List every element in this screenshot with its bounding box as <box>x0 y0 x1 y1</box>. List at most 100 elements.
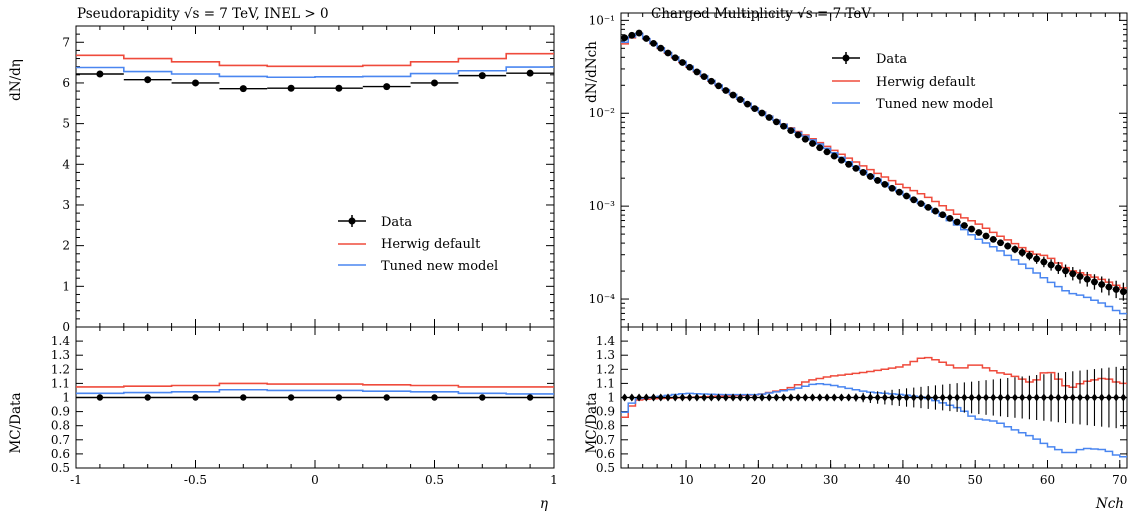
left-ratio-data-point <box>431 394 438 401</box>
right-data-point <box>1026 252 1033 260</box>
right-ratio-data-point <box>824 393 831 402</box>
right-data-point <box>765 114 773 121</box>
right-ratio-data-point <box>1120 393 1127 402</box>
right-data-point <box>664 49 672 57</box>
left-ratio-data-point <box>479 394 486 401</box>
right-data-point <box>809 140 816 147</box>
right-data-point <box>758 109 766 117</box>
right-ratio-data-point <box>975 393 982 402</box>
right-data-point <box>859 169 867 176</box>
left-xlabel: η <box>540 496 548 512</box>
right-ratio-ytick-label: 1.3 <box>596 348 615 362</box>
right-legend-herwig: Herwig default <box>876 75 976 90</box>
right-ratio-data-point <box>1098 393 1105 402</box>
right-ratio-data-point <box>946 393 953 402</box>
right-ratio-data-point <box>715 393 722 402</box>
right-ratio-data-point <box>939 393 946 402</box>
right-ratio-data-point <box>809 393 816 402</box>
right-data-point <box>932 207 939 215</box>
right-ratio-data-point <box>1113 393 1120 402</box>
left-chart: Pseudorapidity √s = 7 TeV, INEL > 0 dN/d… <box>8 6 558 512</box>
right-data-point <box>866 173 874 180</box>
right-ratio-data-point <box>758 393 765 402</box>
left-xtick-label: -1 <box>70 473 82 487</box>
right-ylabel: dN/dNch <box>584 41 600 103</box>
left-xtick-label: 0.5 <box>425 473 444 487</box>
right-ratio-data-point <box>787 393 794 402</box>
left-xtick-label: 1 <box>550 473 558 487</box>
right-xtick-label: 70 <box>1112 473 1127 487</box>
right-ratio-data-point <box>664 393 671 402</box>
left-ratio-ytick-label: 0.5 <box>51 461 70 475</box>
right-ratio-data-point <box>657 393 664 402</box>
right-ratio-data-point <box>679 393 686 402</box>
right-data-point <box>939 211 947 219</box>
right-ratio-ytick-label: 1.4 <box>596 334 615 348</box>
right-data-point <box>982 232 990 240</box>
right-data-point <box>1098 281 1106 288</box>
left-series-herwig-default <box>76 52 554 68</box>
left-ratio-herwig-default <box>76 382 554 388</box>
right-data-point <box>1054 264 1062 272</box>
right-ratio-ytick-label: 1 <box>607 391 615 405</box>
right-data-point <box>946 214 954 222</box>
right-data-point <box>1062 267 1069 275</box>
right-data-point <box>751 105 759 112</box>
right-data-point <box>1047 261 1055 269</box>
left-data-point <box>144 76 152 84</box>
right-ratio-data-point <box>961 393 968 402</box>
right-ratio-data-point <box>1105 393 1112 402</box>
right-ratio-data-point <box>1004 393 1011 402</box>
right-ratio-data-point <box>1040 393 1047 402</box>
right-data-point <box>1091 278 1098 286</box>
right-data-point <box>1119 288 1127 296</box>
right-ratio-data-point <box>932 393 939 402</box>
right-ratio-data-point <box>722 393 729 402</box>
right-ratio-data-point <box>910 393 917 402</box>
right-ratio-ytick-label: 0.5 <box>596 461 615 475</box>
left-ratio-ytick-label: 1.2 <box>51 362 70 376</box>
right-ratio-ytick-label: 0.7 <box>596 433 615 447</box>
right-data-point <box>736 96 744 103</box>
right-data-point <box>960 222 968 229</box>
right-xtick-label: 10 <box>678 473 693 487</box>
right-ratio-data-point <box>636 393 643 402</box>
right-xtick-label: 40 <box>895 473 910 487</box>
right-data-point <box>650 39 657 47</box>
right-ratio-data-point <box>917 393 924 402</box>
right-data-point <box>968 225 975 233</box>
right-xtick-label: 60 <box>1040 473 1055 487</box>
right-ratio-data-point <box>831 393 838 402</box>
left-ytick-label: 0 <box>62 320 70 334</box>
right-data-point <box>1040 258 1048 266</box>
right-legend-tuned: Tuned new model <box>876 97 993 112</box>
left-ratio-data-point <box>240 394 247 401</box>
left-ratio-ytick-label: 0.7 <box>51 433 70 447</box>
right-data-point <box>953 218 961 226</box>
left-data-point <box>239 85 247 93</box>
left-xtick-label: -0.5 <box>184 473 207 487</box>
right-data-point <box>895 188 903 196</box>
right-ratio-data-point <box>795 393 802 402</box>
left-title: Pseudorapidity √s = 7 TeV, INEL > 0 <box>77 6 329 22</box>
right-data-point <box>700 73 708 81</box>
left-ytick-label: 6 <box>62 76 70 90</box>
right-data-point <box>722 87 730 94</box>
right-ratio-data-point <box>1033 393 1040 402</box>
left-ratio-ytick-label: 1.3 <box>51 348 70 362</box>
right-ratio-data-point <box>628 393 635 402</box>
right-data-point <box>642 35 650 42</box>
right-data-point <box>1105 283 1113 291</box>
right-ratio-ytick-label: 1.2 <box>596 362 615 376</box>
right-data-point <box>830 152 838 160</box>
right-data-point <box>816 144 824 152</box>
right-data-point <box>989 235 997 243</box>
left-xtick-label: 0 <box>311 473 319 487</box>
left-ratio-ytick-label: 0.8 <box>51 419 70 433</box>
left-ytick-label: 7 <box>62 35 70 49</box>
right-ratio-data-point <box>1062 393 1069 402</box>
right-data-point <box>1076 273 1084 280</box>
right-ratio-ytick-label: 0.6 <box>596 447 615 461</box>
right-legend-data: Data <box>876 52 907 67</box>
